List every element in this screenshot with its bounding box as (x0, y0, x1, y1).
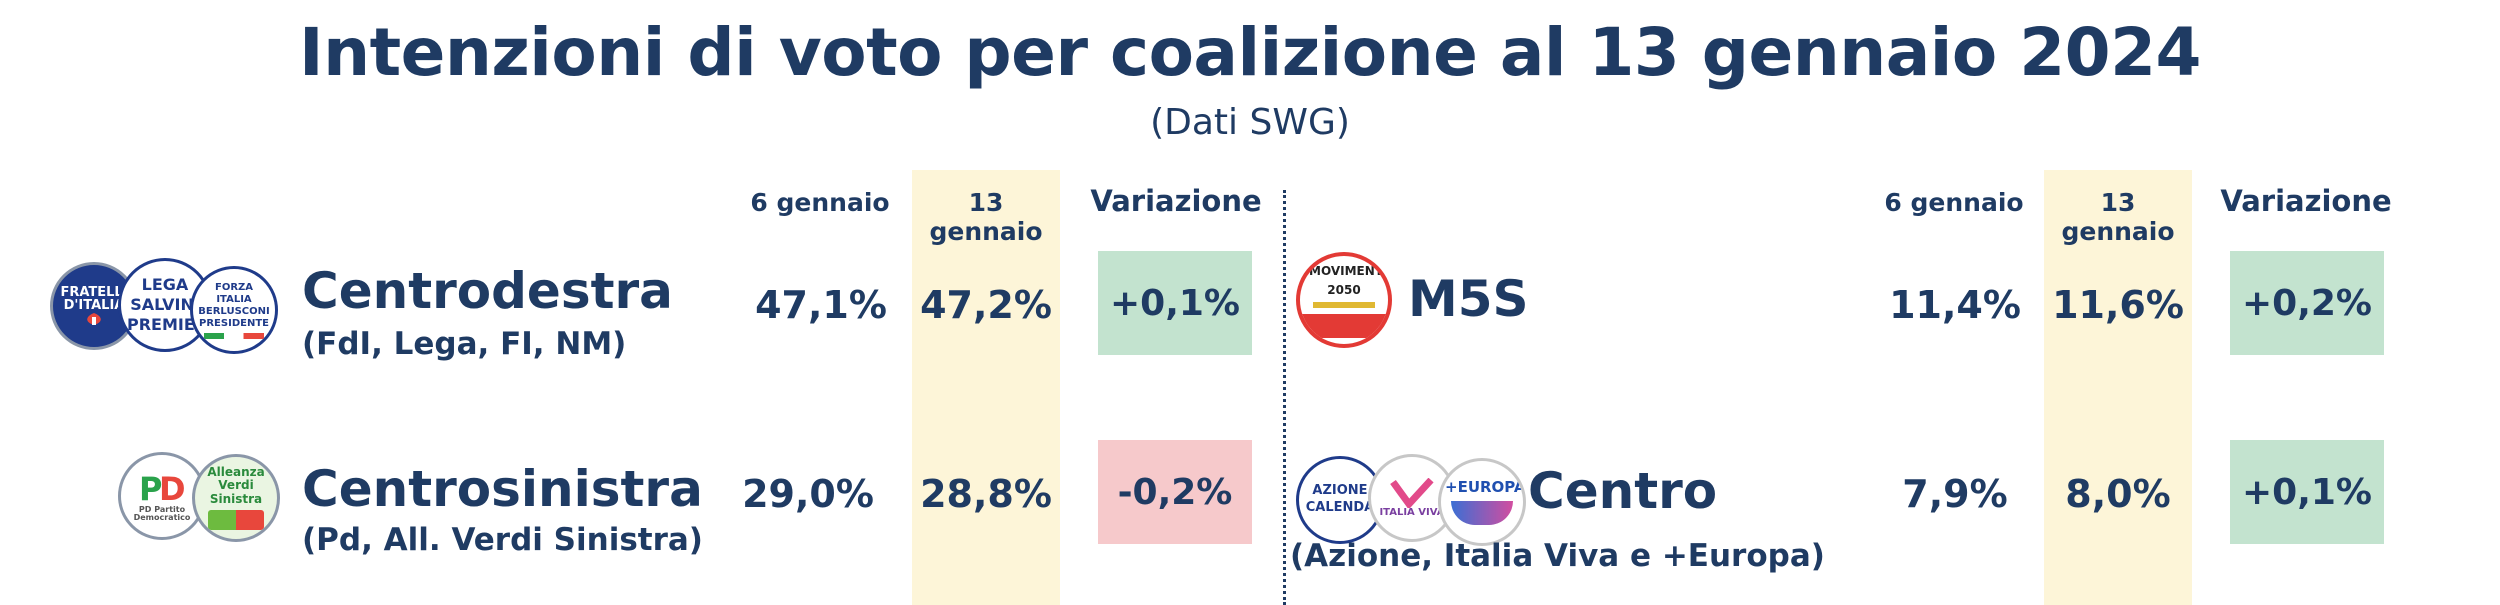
column-divider (1283, 190, 1286, 605)
fi-logo: FORZA ITALIA BERLUSCONI PRESIDENTE (190, 266, 278, 354)
change-m5s: +0,2% (2230, 251, 2384, 355)
highlight-column-right (2044, 170, 2192, 605)
pd-logo: P D PD Partito Democratico (118, 452, 206, 540)
piu-europa-logo: +EUROPA (1438, 458, 1526, 546)
value-centrosinistra-jan6: 29,0% (742, 472, 874, 516)
page-title: Intenzioni di voto per coalizione al 13 … (299, 14, 2201, 91)
header-variazione-right: Variazione (2220, 184, 2392, 218)
svg-text:D: D (159, 470, 186, 504)
avs-logo: Alleanza Verdi Sinistra (192, 454, 280, 542)
header-6-gennaio-right: 6 gennaio (1884, 188, 2024, 217)
highlight-column-left (912, 170, 1060, 605)
value-centrodestra-jan13: 47,2% (920, 283, 1052, 327)
value-centro-jan6: 7,9% (1902, 472, 2008, 516)
header-13-gennaio-right: 13 gennaio (2061, 188, 2175, 246)
coalition-name-centrosinistra: Centrosinistra (302, 460, 703, 518)
value-m5s-jan6: 11,4% (1889, 283, 2021, 327)
coalition-name-m5s: M5S (1408, 270, 1529, 328)
header-variazione-left: Variazione (1090, 184, 1262, 218)
coalition-name-centrodestra: Centrodestra (302, 262, 673, 320)
header-13-gennaio-left: 13 gennaio (929, 188, 1043, 246)
value-centrodestra-jan6: 47,1% (755, 283, 887, 327)
coalition-name-centro: Centro (1528, 462, 1718, 520)
header-6-gennaio-left: 6 gennaio (750, 188, 890, 217)
pd-mark-icon: P D (139, 470, 186, 504)
change-centrodestra: +0,1% (1098, 251, 1252, 355)
coalition-detail-centro: (Azione, Italia Viva e +Europa) (1290, 538, 1825, 574)
page-subtitle: (Dati SWG) (1150, 102, 1350, 143)
italia-viva-mark-icon (1390, 478, 1434, 508)
value-centro-jan13: 8,0% (2065, 472, 2171, 516)
coalition-detail-centrosinistra: (Pd, All. Verdi Sinistra) (302, 522, 703, 558)
change-centro: +0,1% (2230, 440, 2384, 544)
coalition-detail-centrodestra: (FdI, Lega, FI, NM) (302, 326, 627, 362)
change-centrosinistra: -0,2% (1098, 440, 1252, 544)
value-centrosinistra-jan13: 28,8% (920, 472, 1052, 516)
value-m5s-jan13: 11,6% (2052, 283, 2184, 327)
svg-text:P: P (139, 470, 162, 504)
m5s-logo: MOVIMENTO 2050 (1296, 252, 1392, 348)
